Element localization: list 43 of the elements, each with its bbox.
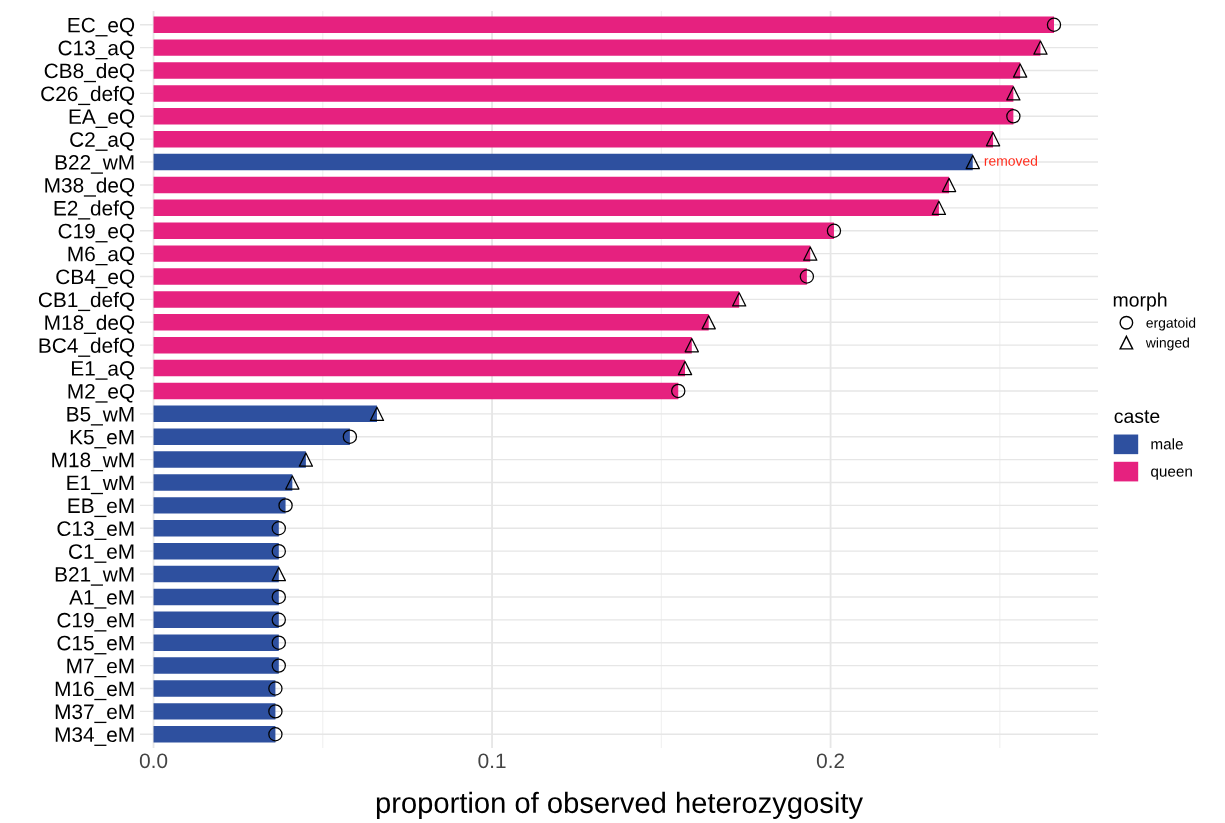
y-tick-label: EB_eM: [68, 498, 134, 518]
text: morph: [1113, 292, 1167, 311]
legend-label: male: [1151, 438, 1183, 450]
y-tick-label: M18_wM: [52, 452, 134, 472]
legend-label: queen: [1151, 468, 1192, 480]
y-tick-label: M38_deQ: [45, 177, 135, 197]
y-tick-label: M7_eM: [67, 658, 134, 678]
y-tick-label: EA_eQ: [69, 109, 135, 128]
legend-label: ergatoid: [1146, 317, 1196, 331]
y-tick-label: C19_eQ: [58, 223, 135, 243]
y-tick-label: B22_wM: [55, 155, 134, 174]
x-tick-label: 0.1: [478, 753, 506, 769]
y-tick-label: C15_eM: [57, 635, 134, 655]
y-tick-label: BC4_defQ: [39, 337, 135, 357]
y-tick-label: C13_eM: [57, 521, 134, 540]
y-tick-label: K5_eM: [70, 429, 134, 449]
y-tick-label: A1_eM: [69, 590, 134, 609]
y-tick-label: CB8_deQ: [44, 62, 135, 83]
y-tick-label: C13_aQ: [58, 40, 135, 60]
y-tick-label: M16_eM: [55, 681, 134, 701]
y-tick-label: M18_deQ: [45, 314, 135, 334]
x-tick-label: 0.2: [816, 753, 845, 769]
x-axis-title: proportion of observed heterozygosity: [376, 791, 863, 819]
y-tick-label: B21_wM: [55, 567, 134, 586]
y-tick-label: C26_defQ: [41, 85, 135, 106]
y-tick-label: M37_eM: [55, 704, 134, 724]
y-tick-label: M34_eM: [55, 727, 134, 746]
y-tick-label: CB4_eQ: [56, 269, 135, 289]
y-tick-label: C19_eM: [57, 612, 134, 632]
y-tick-label: M6_aQ: [68, 246, 135, 266]
y-tick-label: B5_wM: [67, 407, 134, 426]
text: caste: [1114, 410, 1160, 424]
y-tick-label: CB1_defQ: [38, 291, 135, 312]
y-tick-label: E1_aQ: [71, 361, 135, 380]
y-tick-label: C1_eM: [69, 544, 134, 563]
annotation: removed: [984, 155, 1037, 166]
x-tick-label: 0.0: [139, 753, 168, 769]
legend-label: winged: [1145, 337, 1189, 351]
y-tick-label: E2_defQ: [54, 200, 135, 220]
y-tick-label: EC_eQ: [68, 17, 135, 37]
y-tick-label: C2_aQ: [70, 132, 135, 151]
y-tick-label: E1_wM: [67, 475, 134, 495]
y-tick-label: M2_eQ: [68, 383, 135, 403]
